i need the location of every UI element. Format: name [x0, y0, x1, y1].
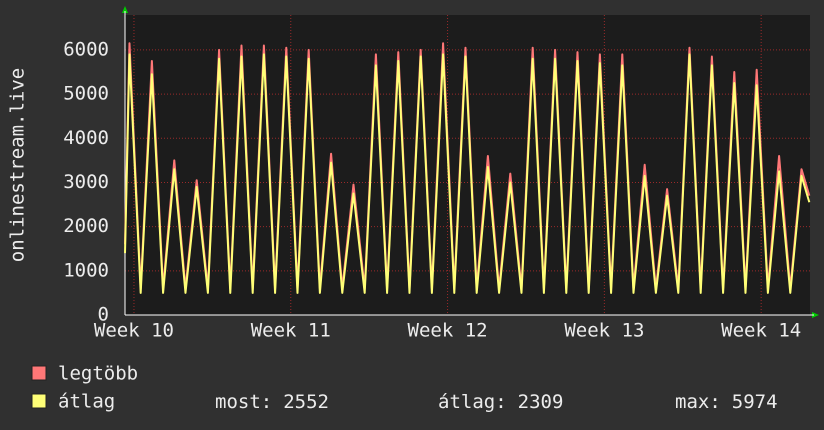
x-tick-label: Week 11 — [251, 320, 331, 342]
stat-value: 2552 — [283, 391, 329, 413]
stat-label: most: — [215, 391, 272, 413]
stat-label: átlag: — [438, 391, 507, 413]
stat: átlag: 2309 — [438, 391, 563, 413]
x-tick-label: Week 10 — [94, 320, 174, 342]
axis-arrow — [122, 6, 128, 13]
y-axis-label: onlinestream.live — [7, 68, 29, 262]
y-tick-label: 3000 — [63, 171, 109, 193]
y-tick-label: 5000 — [63, 83, 109, 105]
legend-swatch — [31, 365, 47, 381]
legend-label: átlag — [58, 391, 115, 413]
y-tick-label: 1000 — [63, 259, 109, 281]
stat-label: max: — [675, 391, 721, 413]
y-tick-label: 2000 — [63, 215, 109, 237]
stat: max: 5974 — [675, 391, 778, 413]
x-tick-label: Week 12 — [408, 320, 488, 342]
x-tick-label: Week 13 — [564, 320, 644, 342]
series-line — [124, 53, 811, 294]
stat-value: 5974 — [732, 391, 778, 413]
stat: most: 2552 — [215, 391, 329, 413]
legend-label: legtöbb — [58, 363, 138, 385]
y-tick-label: 0 — [98, 304, 109, 326]
y-tick-label: 6000 — [63, 38, 109, 60]
y-tick-label: 4000 — [63, 127, 109, 149]
x-tick-label: Week 14 — [721, 320, 801, 342]
legend-swatch — [31, 393, 47, 409]
axis-arrow — [812, 312, 819, 318]
stat-value: 2309 — [518, 391, 564, 413]
